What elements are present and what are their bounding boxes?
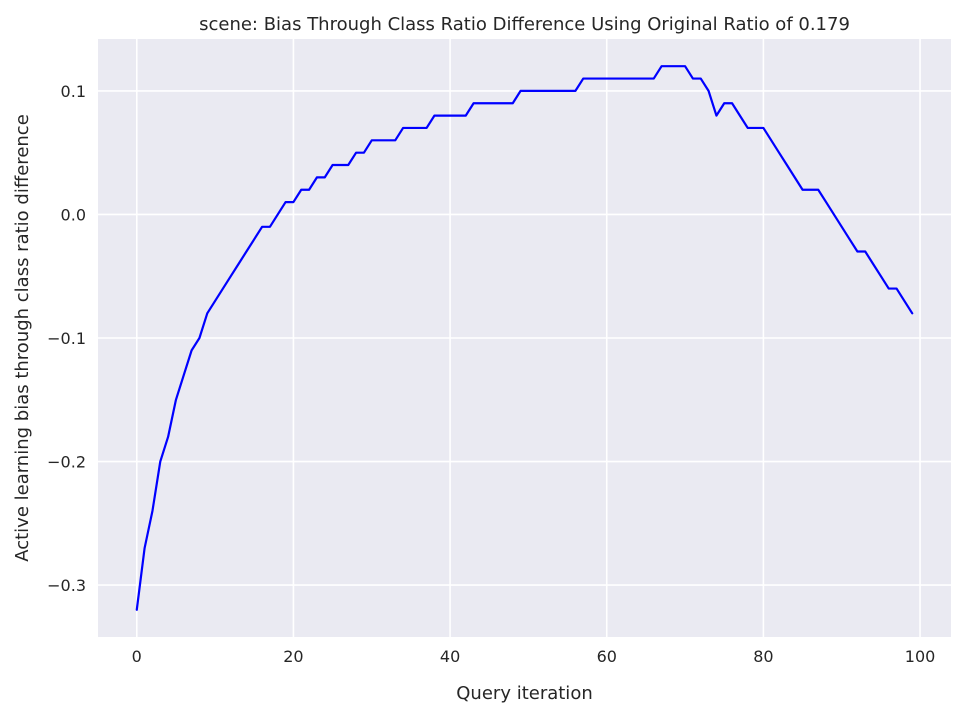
x-tick-label: 100 xyxy=(905,647,936,666)
y-tick-label: 0.1 xyxy=(61,82,86,101)
y-tick-label: 0.0 xyxy=(61,205,86,224)
x-tick-label: 60 xyxy=(597,647,617,666)
y-axis-label: Active learning bias through class ratio… xyxy=(12,114,33,562)
y-tick-labels: −0.3 −0.2 −0.1 0.0 0.1 xyxy=(47,82,86,595)
y-tick-label: −0.2 xyxy=(47,453,86,472)
x-tick-label: 80 xyxy=(753,647,773,666)
series-lines xyxy=(135,65,914,611)
x-tick-label: 40 xyxy=(440,647,460,666)
y-tick-label: −0.1 xyxy=(47,329,86,348)
x-tick-label: 0 xyxy=(132,647,142,666)
series-line xyxy=(135,65,914,611)
y-tick-label: −0.3 xyxy=(47,576,86,595)
chart-title: scene: Bias Through Class Ratio Differen… xyxy=(199,14,850,35)
x-tick-label: 20 xyxy=(283,647,303,666)
x-axis-label: Query iteration xyxy=(456,683,592,704)
x-tick-labels: 0 20 40 60 80 100 xyxy=(132,647,936,666)
